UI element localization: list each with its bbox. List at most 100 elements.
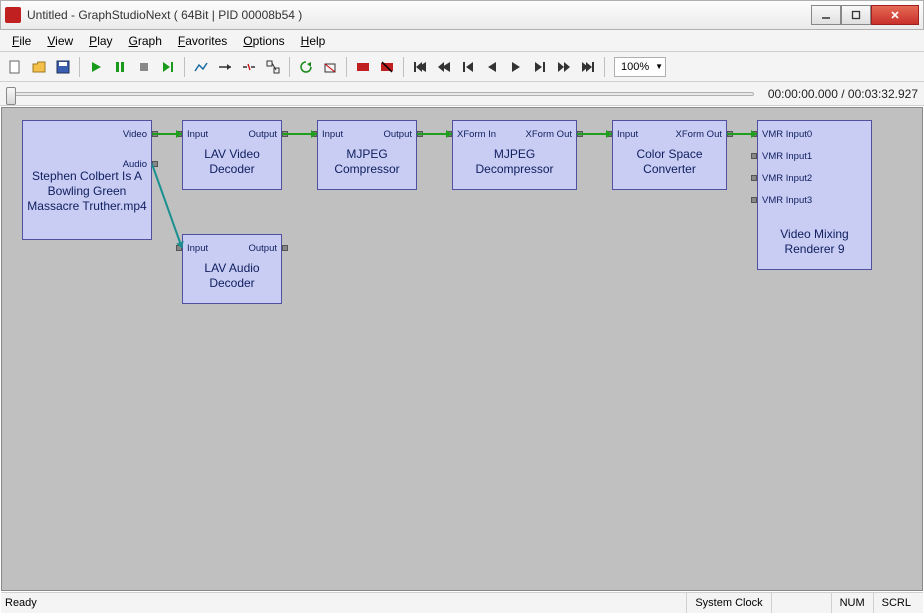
forward-icon[interactable] xyxy=(505,56,527,78)
pin-in-label: VMR Input1 xyxy=(762,151,812,162)
play-button[interactable] xyxy=(85,56,107,78)
next-frame-icon[interactable] xyxy=(529,56,551,78)
toolbar-separator xyxy=(289,57,290,77)
menu-graph[interactable]: Graph xyxy=(121,32,170,50)
minimize-button[interactable] xyxy=(811,5,841,25)
filter-remove-icon[interactable] xyxy=(376,56,398,78)
maximize-button[interactable] xyxy=(841,5,871,25)
clear-icon[interactable] xyxy=(319,56,341,78)
disconnect-icon[interactable] xyxy=(238,56,260,78)
seek-thumb[interactable] xyxy=(6,87,16,105)
pin-in-label: VMR Input3 xyxy=(762,195,812,206)
pin-in-label: Input xyxy=(187,129,208,140)
window-title: Untitled - GraphStudioNext ( 64Bit | PID… xyxy=(27,8,811,22)
pin-out-label: Output xyxy=(248,243,277,254)
status-num: NUM xyxy=(831,593,873,613)
filter-node-mjc[interactable]: MJPEG Compressor Input Output xyxy=(317,120,417,190)
filter-node-mjd[interactable]: MJPEG DecompressorXForm InXForm Out xyxy=(452,120,577,190)
time-sep: / xyxy=(838,87,848,101)
pin-in[interactable] xyxy=(176,131,182,137)
pin-in-label: Input xyxy=(322,129,343,140)
seek-end-icon[interactable] xyxy=(577,56,599,78)
filter-node-lava[interactable]: LAV Audio Decoder Input Output xyxy=(182,234,282,304)
pin-in[interactable] xyxy=(176,245,182,251)
pin-out[interactable] xyxy=(282,245,288,251)
menu-bar: FileViewPlayGraphFavoritesOptionsHelp xyxy=(0,30,924,52)
filter-node-src[interactable]: Stephen Colbert Is A Bowling Green Massa… xyxy=(22,120,152,240)
toolbar-separator xyxy=(604,57,605,77)
auto-arrange-icon[interactable] xyxy=(262,56,284,78)
menu-options[interactable]: Options xyxy=(235,32,292,50)
seek-start-icon[interactable] xyxy=(409,56,431,78)
pin-in[interactable] xyxy=(751,197,757,203)
pin-in[interactable] xyxy=(446,131,452,137)
time-display: 00:00:00.000 / 00:03:32.927 xyxy=(768,87,918,101)
pin-out-label: XForm Out xyxy=(526,129,572,140)
save-button[interactable] xyxy=(52,56,74,78)
menu-favorites[interactable]: Favorites xyxy=(170,32,235,50)
back-icon[interactable] xyxy=(481,56,503,78)
pin-out[interactable] xyxy=(417,131,423,137)
fast-forward-icon[interactable] xyxy=(553,56,575,78)
pin-out-label: XForm Out xyxy=(676,129,722,140)
zoom-value: 100% xyxy=(621,61,649,73)
toolbar-separator xyxy=(79,57,80,77)
pin-in[interactable] xyxy=(751,131,757,137)
filter-label: LAV Audio Decoder xyxy=(187,261,277,291)
filter-node-lavv[interactable]: LAV Video DecoderInputOutput xyxy=(182,120,282,190)
toolbar-separator xyxy=(184,57,185,77)
title-bar: Untitled - GraphStudioNext ( 64Bit | PID… xyxy=(0,0,924,30)
connect-icon[interactable] xyxy=(214,56,236,78)
pin-out[interactable] xyxy=(152,131,158,137)
chevron-down-icon: ▼ xyxy=(655,62,663,71)
pin-in[interactable] xyxy=(606,131,612,137)
pin-out-label: Output xyxy=(383,129,412,140)
stop-button[interactable] xyxy=(133,56,155,78)
filter-label: MJPEG Compressor xyxy=(322,147,412,177)
seek-track xyxy=(14,92,754,96)
toolbar-separator xyxy=(403,57,404,77)
status-scrl: SCRL xyxy=(873,593,919,613)
graph-canvas[interactable]: Stephen Colbert Is A Bowling Green Massa… xyxy=(1,107,923,591)
window-controls xyxy=(811,5,919,25)
filter-red-icon[interactable] xyxy=(352,56,374,78)
pin-out[interactable] xyxy=(282,131,288,137)
new-button[interactable] xyxy=(4,56,26,78)
seek-row: 00:00:00.000 / 00:03:32.927 xyxy=(0,82,924,106)
open-button[interactable] xyxy=(28,56,50,78)
app-icon xyxy=(5,7,21,23)
pin-in[interactable] xyxy=(311,131,317,137)
pin-out-label: Video xyxy=(123,129,147,140)
filter-label: MJPEG Decompressor xyxy=(457,147,572,177)
filter-node-csc[interactable]: Color Space ConverterInputXForm Out xyxy=(612,120,727,190)
zoom-combo[interactable]: 100% ▼ xyxy=(614,57,666,77)
pin-in-label: Input xyxy=(617,129,638,140)
pin-out[interactable] xyxy=(727,131,733,137)
time-current: 00:00:00.000 xyxy=(768,87,838,101)
graph-mode-icon[interactable] xyxy=(190,56,212,78)
filter-label: LAV Video Decoder xyxy=(187,147,277,177)
status-ready: Ready xyxy=(5,597,37,609)
close-button[interactable] xyxy=(871,5,919,25)
pin-out[interactable] xyxy=(152,161,158,167)
pin-in[interactable] xyxy=(751,175,757,181)
refresh-icon[interactable] xyxy=(295,56,317,78)
menu-view[interactable]: View xyxy=(39,32,81,50)
rewind-icon[interactable] xyxy=(433,56,455,78)
toolbar: 100% ▼ xyxy=(0,52,924,82)
menu-help[interactable]: Help xyxy=(293,32,334,50)
pin-out[interactable] xyxy=(577,131,583,137)
seek-slider[interactable] xyxy=(6,87,762,101)
pin-in[interactable] xyxy=(751,153,757,159)
status-bar: Ready System Clock NUM SCRL xyxy=(1,592,923,613)
menu-play[interactable]: Play xyxy=(81,32,120,50)
pause-button[interactable] xyxy=(109,56,131,78)
menu-file[interactable]: File xyxy=(4,32,39,50)
prev-frame-icon[interactable] xyxy=(457,56,479,78)
pin-in-label: Input xyxy=(187,243,208,254)
step-button[interactable] xyxy=(157,56,179,78)
filter-label: Video Mixing Renderer 9 xyxy=(762,227,867,257)
filter-node-vmr[interactable]: Video Mixing Renderer 9 VMR Input0 VMR Inp… xyxy=(757,120,872,270)
pin-in-label: VMR Input0 xyxy=(762,129,812,140)
pin-in-label: VMR Input2 xyxy=(762,173,812,184)
